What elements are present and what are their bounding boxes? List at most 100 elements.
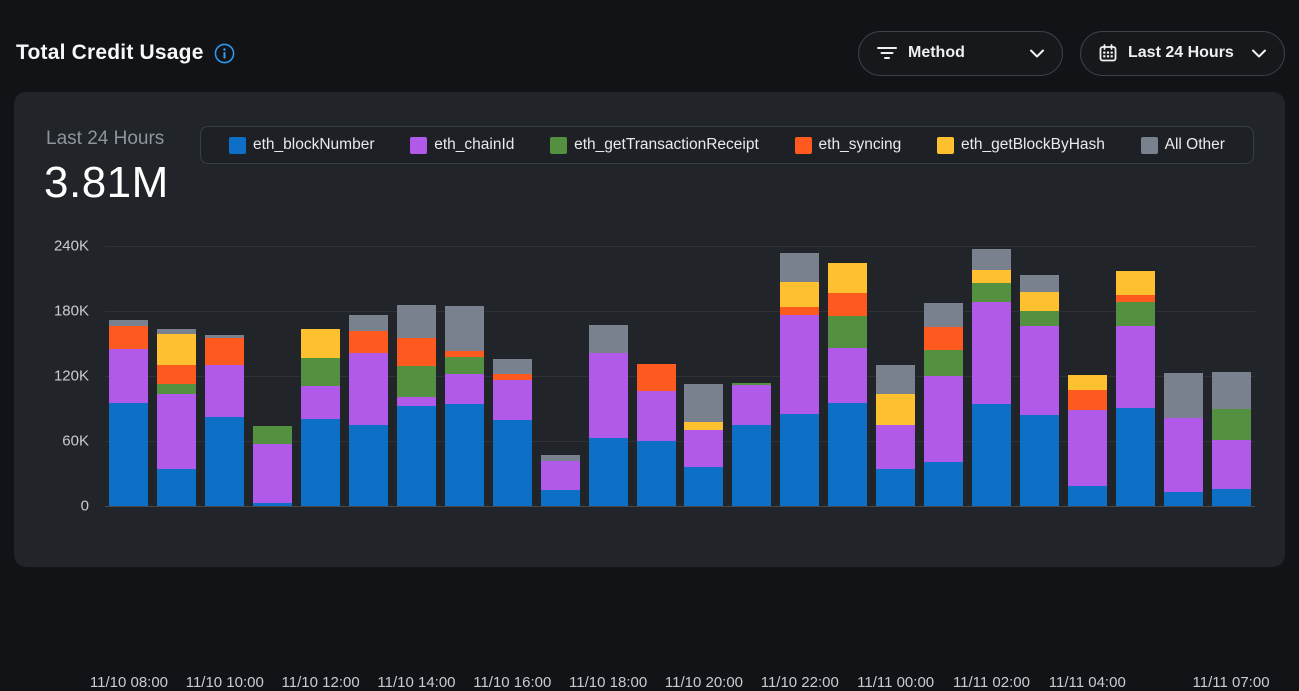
bar-segment[interactable]	[1067, 374, 1107, 391]
bar-segment[interactable]	[444, 404, 484, 506]
bar-segment[interactable]	[636, 441, 676, 506]
legend-item[interactable]: eth_getBlockByHash	[937, 136, 1105, 154]
bar-segment[interactable]	[349, 424, 389, 506]
bar-segment[interactable]	[396, 338, 436, 367]
bar-stack[interactable]	[828, 262, 868, 506]
date-range-dropdown-button[interactable]: Last 24 Hours	[1080, 30, 1285, 76]
bar-stack[interactable]	[349, 315, 389, 506]
bar-stack[interactable]	[1067, 374, 1107, 506]
bar-segment[interactable]	[540, 460, 580, 490]
bar-stack[interactable]	[492, 358, 532, 506]
bar-segment[interactable]	[157, 364, 197, 385]
bar-segment[interactable]	[1019, 311, 1059, 327]
bar-segment[interactable]	[444, 373, 484, 405]
legend-item[interactable]: eth_blockNumber	[229, 136, 374, 154]
method-dropdown-button[interactable]: Method	[858, 30, 1063, 76]
bar-stack[interactable]	[636, 364, 676, 506]
bar-segment[interactable]	[588, 325, 628, 354]
bar-segment[interactable]	[109, 348, 149, 404]
bar-segment[interactable]	[1163, 491, 1203, 506]
bar-segment[interactable]	[157, 329, 197, 335]
bar-segment[interactable]	[157, 468, 197, 506]
bar-segment[interactable]	[876, 425, 916, 469]
bar-segment[interactable]	[1211, 372, 1251, 410]
bar-segment[interactable]	[1067, 485, 1107, 506]
info-icon[interactable]	[214, 43, 235, 64]
bar-segment[interactable]	[540, 489, 580, 506]
bar-stack[interactable]	[588, 325, 628, 506]
bar-stack[interactable]	[396, 304, 436, 506]
bar-segment[interactable]	[1019, 291, 1059, 312]
bar-segment[interactable]	[205, 338, 245, 366]
bar-stack[interactable]	[876, 365, 916, 506]
bar-segment[interactable]	[301, 385, 341, 420]
bar-segment[interactable]	[396, 396, 436, 407]
bar-segment[interactable]	[684, 467, 724, 506]
bar-segment[interactable]	[971, 283, 1011, 303]
bar-segment[interactable]	[540, 455, 580, 461]
bar-stack[interactable]	[444, 305, 484, 506]
bar-segment[interactable]	[828, 403, 868, 506]
bar-segment[interactable]	[301, 329, 341, 358]
bar-stack[interactable]	[684, 384, 724, 506]
bar-segment[interactable]	[157, 384, 197, 394]
bar-segment[interactable]	[396, 366, 436, 397]
bar-segment[interactable]	[109, 403, 149, 506]
bar-segment[interactable]	[444, 305, 484, 352]
bar-segment[interactable]	[971, 302, 1011, 405]
bar-segment[interactable]	[924, 461, 964, 506]
bar-segment[interactable]	[971, 249, 1011, 271]
bar-stack[interactable]	[924, 303, 964, 506]
bar-segment[interactable]	[1211, 488, 1251, 506]
bar-segment[interactable]	[1067, 409, 1107, 486]
bar-segment[interactable]	[492, 373, 532, 381]
bar-segment[interactable]	[492, 380, 532, 421]
legend-item[interactable]: eth_syncing	[794, 136, 901, 154]
bar-stack[interactable]	[109, 319, 149, 506]
bar-segment[interactable]	[492, 420, 532, 506]
bar-stack[interactable]	[1163, 372, 1203, 506]
bar-stack[interactable]	[1211, 372, 1251, 506]
bar-stack[interactable]	[540, 455, 580, 506]
bar-segment[interactable]	[924, 376, 964, 462]
bar-segment[interactable]	[205, 334, 245, 339]
legend-item[interactable]: eth_getTransactionReceipt	[550, 136, 759, 154]
bar-segment[interactable]	[205, 417, 245, 506]
bar-segment[interactable]	[1115, 301, 1155, 326]
bar-segment[interactable]	[732, 384, 772, 426]
bar-segment[interactable]	[205, 365, 245, 418]
bar-segment[interactable]	[1067, 390, 1107, 410]
bar-segment[interactable]	[444, 351, 484, 357]
bar-stack[interactable]	[205, 334, 245, 506]
bar-segment[interactable]	[876, 468, 916, 506]
legend-item[interactable]: eth_chainId	[410, 136, 514, 154]
bar-stack[interactable]	[157, 329, 197, 506]
bar-segment[interactable]	[1115, 270, 1155, 296]
bar-segment[interactable]	[828, 292, 868, 317]
bar-segment[interactable]	[971, 404, 1011, 506]
bar-segment[interactable]	[780, 413, 820, 506]
bar-segment[interactable]	[828, 316, 868, 348]
bar-segment[interactable]	[253, 425, 293, 444]
bar-segment[interactable]	[1163, 372, 1203, 419]
bar-segment[interactable]	[780, 281, 820, 307]
bar-segment[interactable]	[876, 365, 916, 395]
bar-segment[interactable]	[780, 315, 820, 414]
bar-segment[interactable]	[588, 353, 628, 438]
bar-segment[interactable]	[828, 262, 868, 293]
bar-segment[interactable]	[301, 357, 341, 386]
bar-segment[interactable]	[349, 315, 389, 331]
bar-stack[interactable]	[253, 425, 293, 506]
bar-segment[interactable]	[732, 425, 772, 506]
bar-segment[interactable]	[1019, 326, 1059, 415]
bar-segment[interactable]	[444, 356, 484, 374]
bar-segment[interactable]	[684, 384, 724, 423]
bar-segment[interactable]	[349, 330, 389, 354]
bar-segment[interactable]	[1019, 415, 1059, 506]
bar-segment[interactable]	[253, 502, 293, 506]
bar-segment[interactable]	[684, 422, 724, 430]
bar-segment[interactable]	[924, 350, 964, 377]
bar-segment[interactable]	[109, 319, 149, 327]
bar-segment[interactable]	[157, 334, 197, 365]
legend-item[interactable]: All Other	[1140, 136, 1225, 154]
